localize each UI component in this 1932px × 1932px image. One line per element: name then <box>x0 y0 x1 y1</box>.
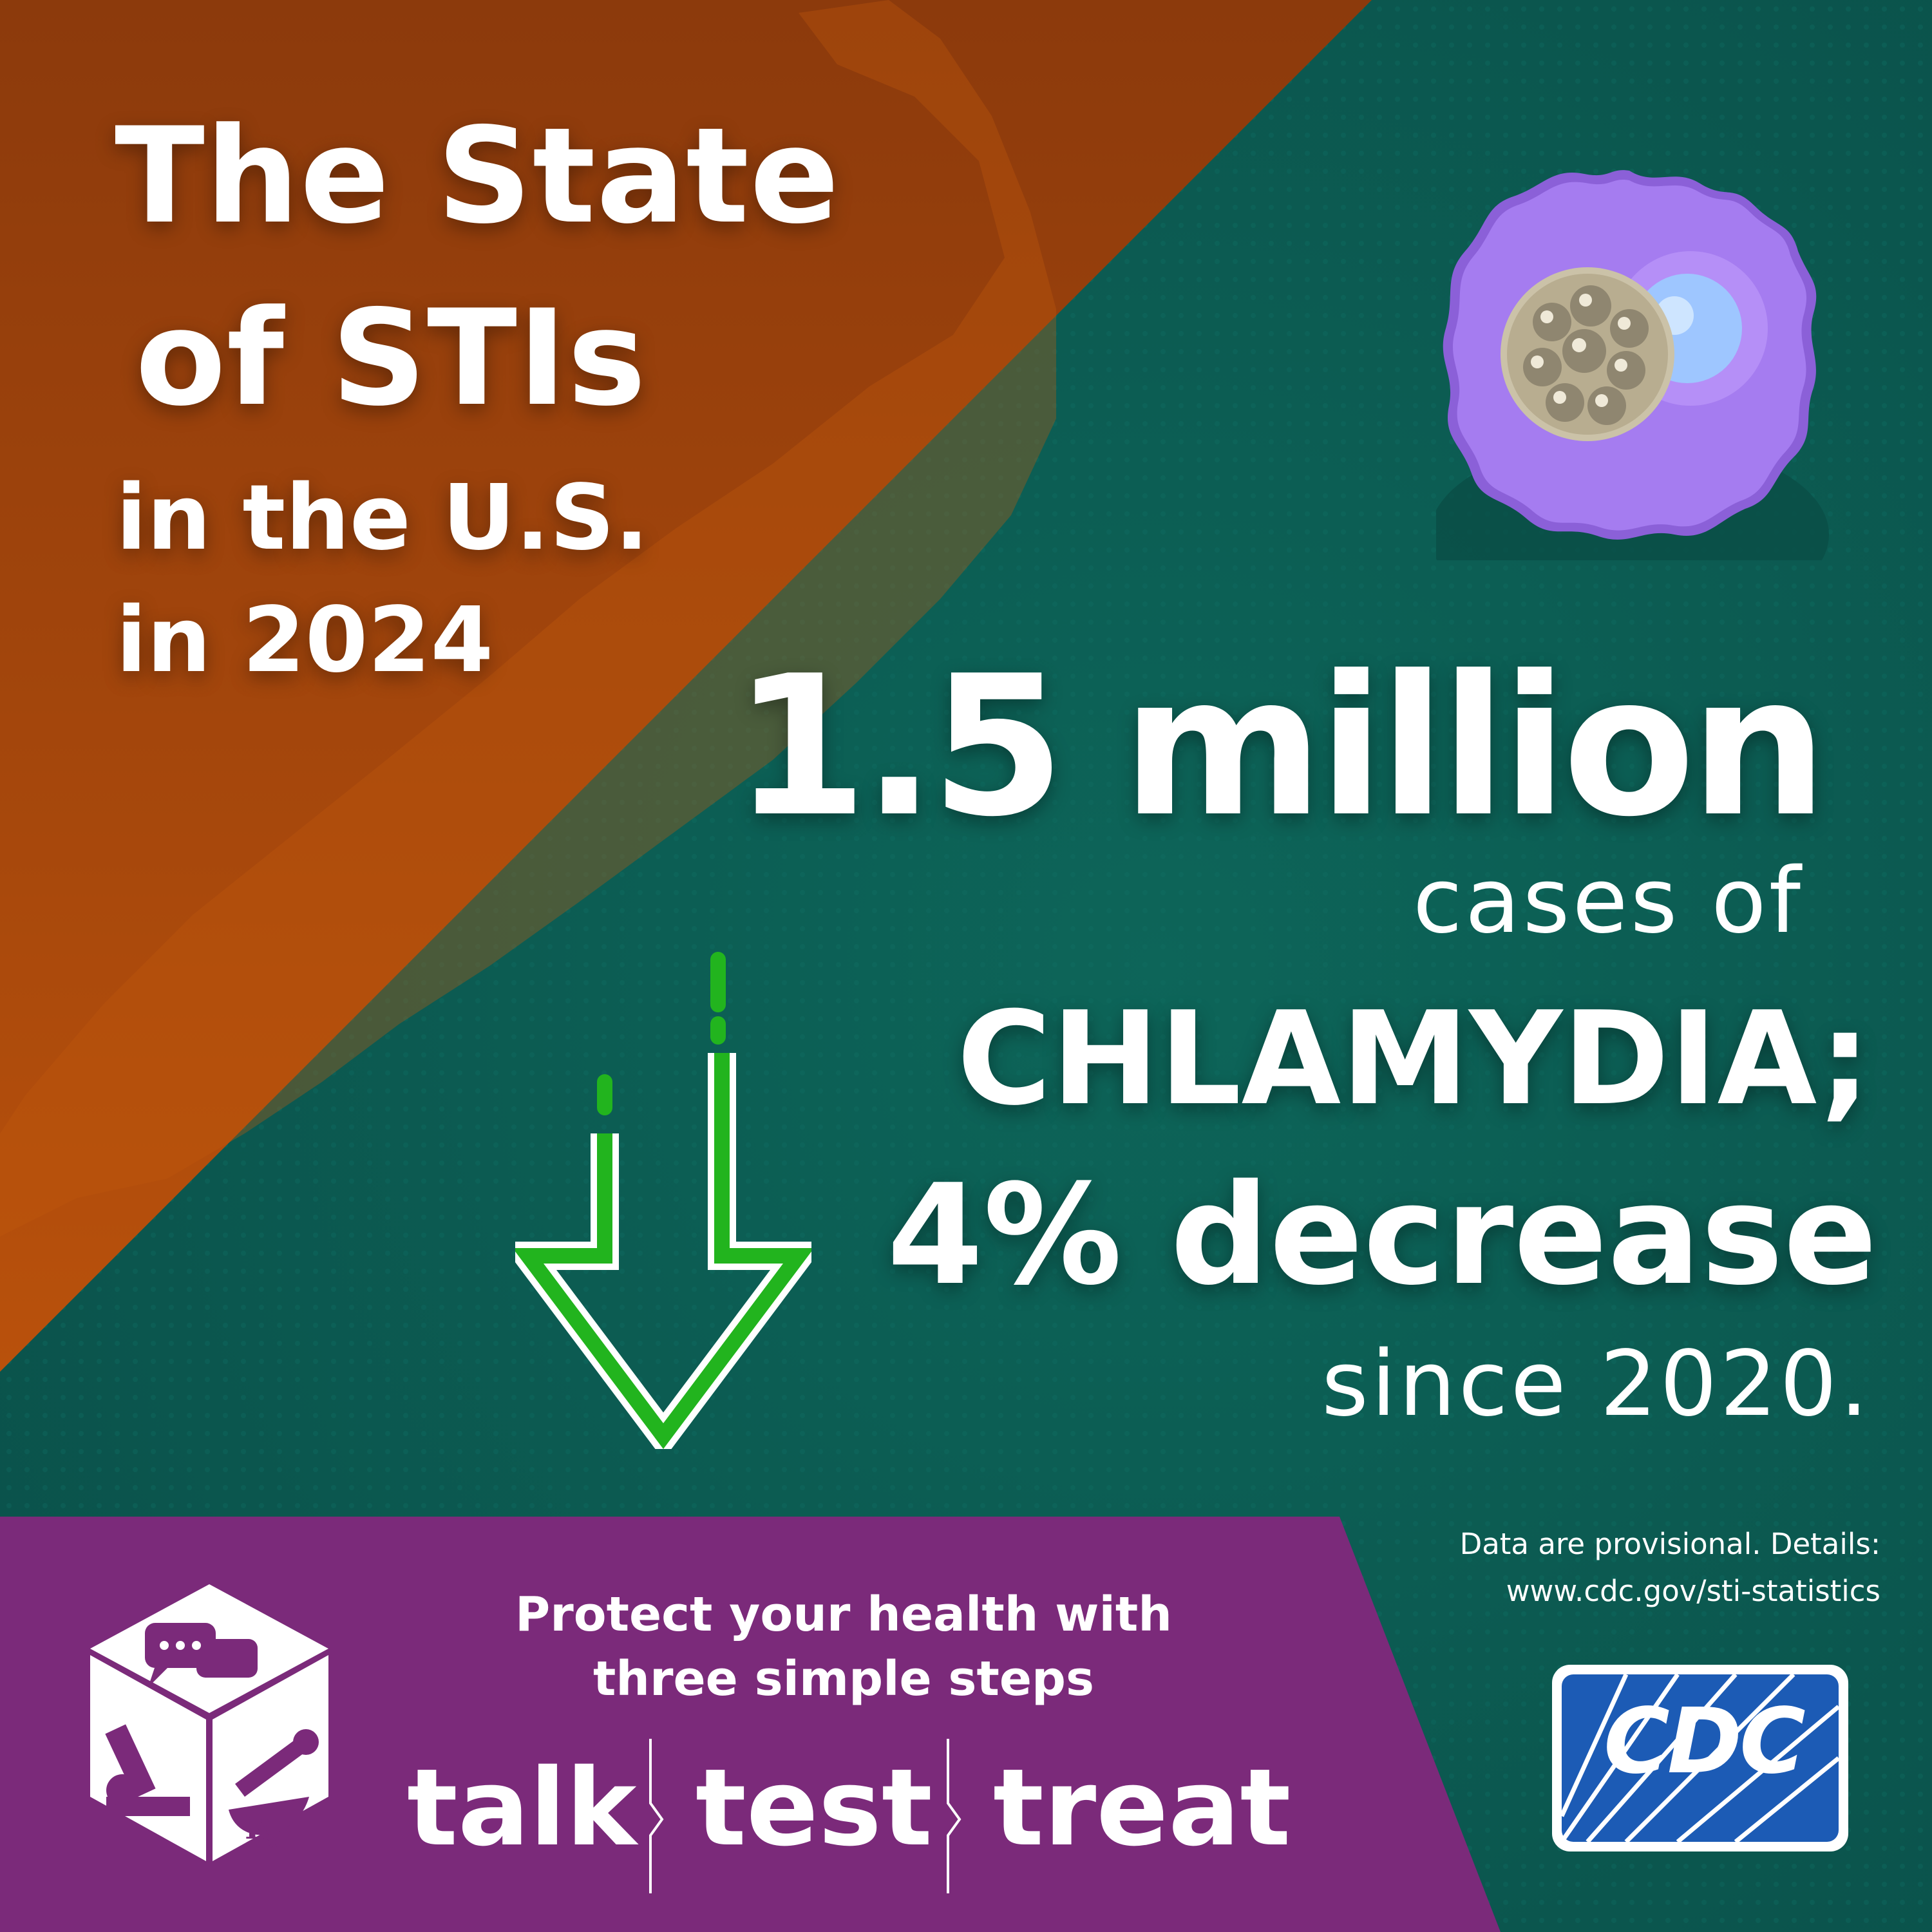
cdc-logo <box>1552 1665 1848 1852</box>
percent-change: 4% decrease <box>887 1154 1877 1316</box>
title-line-2: of STIs <box>135 282 647 435</box>
step-divider <box>947 1739 961 1893</box>
svg-text:x: x <box>265 1828 279 1854</box>
step-test: test <box>696 1746 933 1870</box>
purple-banner <box>0 1517 1501 1932</box>
talk-test-treat-cube-icon: R x <box>90 1584 328 1861</box>
orange-panel <box>0 0 1372 1372</box>
title-line-4: in 2024 <box>116 588 494 693</box>
disease-name: CHLAMYDIA; <box>956 984 1871 1134</box>
since-year: since 2020. <box>1321 1332 1871 1437</box>
step-talk: talk <box>407 1746 637 1870</box>
footnote-provisional: Data are provisional. Details: <box>1459 1527 1880 1561</box>
step-treat: treat <box>993 1746 1291 1870</box>
cdc-logo-text: CDC <box>1604 1689 1806 1794</box>
protect-message-line-2: three simple steps <box>592 1651 1095 1707</box>
protect-message-line-1: Protect your health with <box>515 1587 1172 1642</box>
title-line-3: in the U.S. <box>116 466 649 571</box>
bacteria-cell-icon <box>1436 170 1829 560</box>
svg-text:R: R <box>245 1808 272 1846</box>
down-arrow-icon <box>515 952 811 1449</box>
case-count: 1.5 million <box>733 634 1828 859</box>
case-unit: cases of <box>1412 849 1803 954</box>
footnote-url[interactable]: www.cdc.gov/sti-statistics <box>1506 1574 1880 1608</box>
title-line-1: The State <box>115 100 840 253</box>
step-divider <box>649 1739 664 1893</box>
us-map-silhouette <box>0 0 1056 1236</box>
